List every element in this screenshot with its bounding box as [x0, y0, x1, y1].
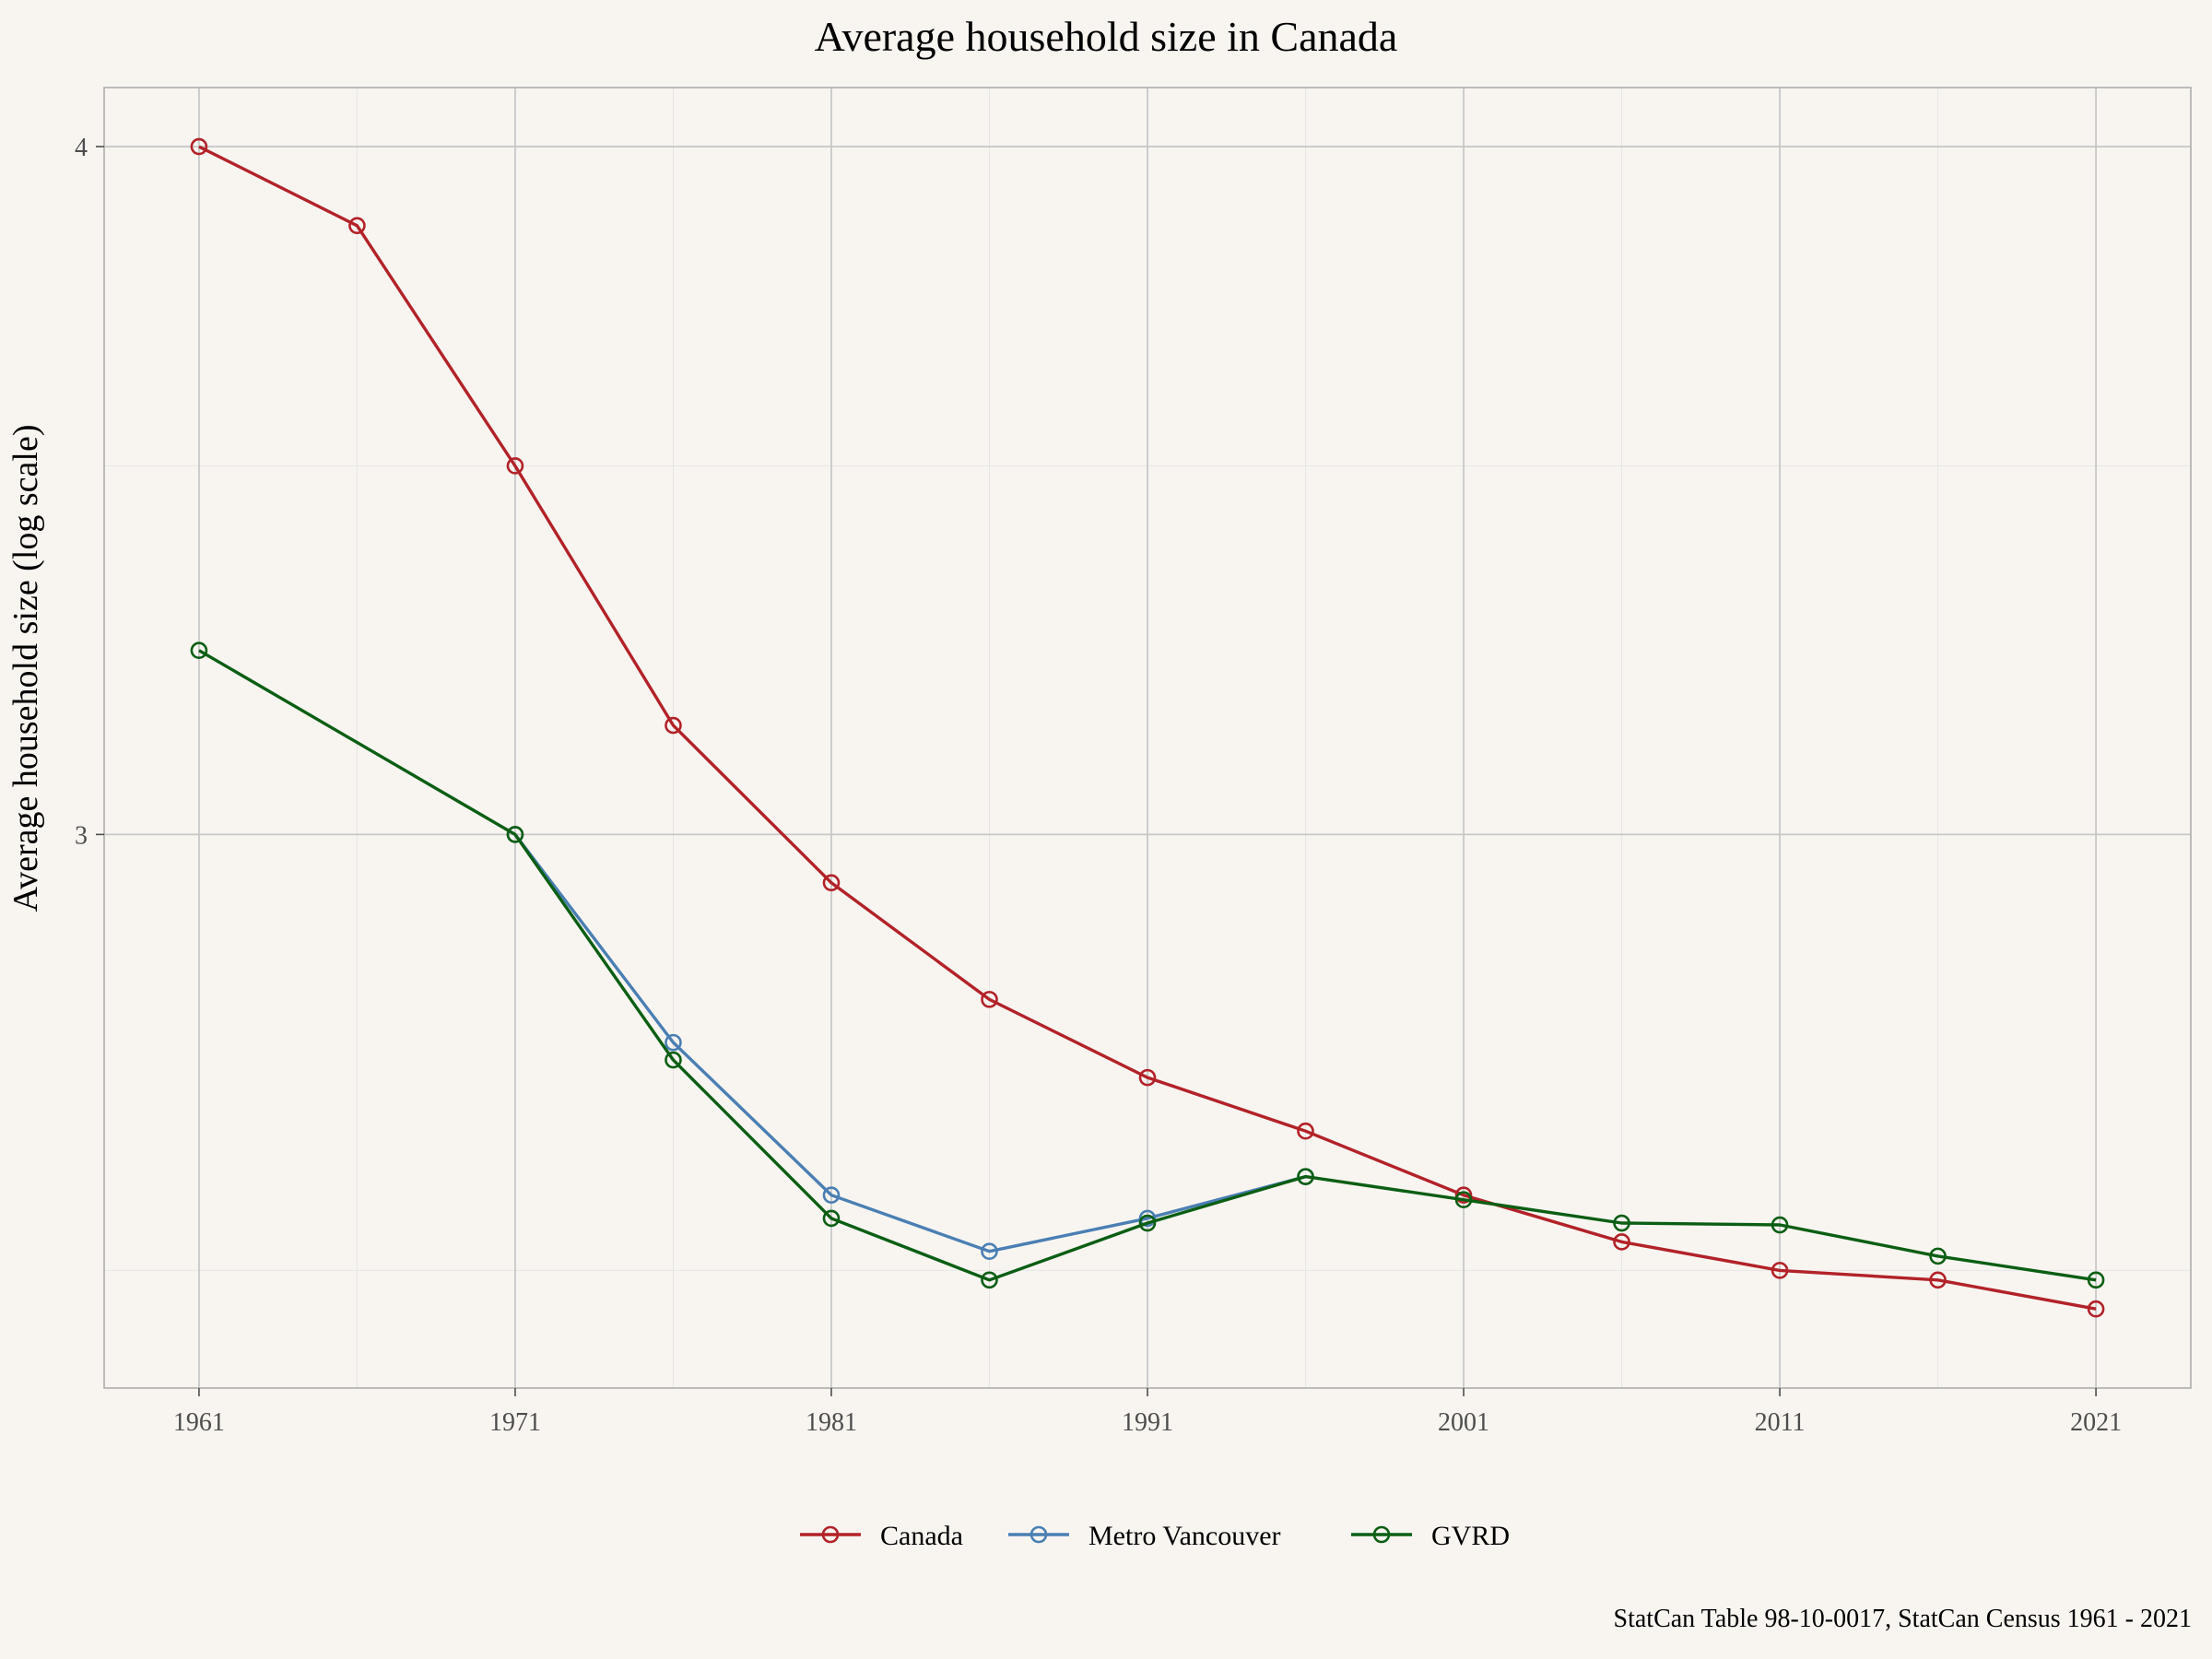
- data-point-canada: [1929, 1271, 1947, 1289]
- data-point-gvrd: [1613, 1214, 1630, 1232]
- data-point-gvrd: [1297, 1168, 1314, 1185]
- data-point-gvrd: [1929, 1247, 1947, 1265]
- x-tick-label: 2011: [1755, 1408, 1806, 1437]
- data-point-canada: [348, 217, 366, 235]
- legend-label: GVRD: [1431, 1521, 1510, 1551]
- legend-label: Metro Vancouver: [1088, 1521, 1281, 1551]
- data-point-canada: [822, 874, 841, 892]
- series-line-metro-vancouver: [513, 833, 1306, 1253]
- data-point-canada: [1613, 1233, 1630, 1251]
- data-point-canada: [190, 137, 208, 156]
- chart-title: Average household size in Canada: [815, 13, 1398, 60]
- series-line-gvrd: [198, 649, 2097, 1282]
- data-point-gvrd: [1771, 1216, 1789, 1234]
- data-point-canada: [1297, 1122, 1314, 1140]
- data-point-gvrd: [2087, 1271, 2105, 1289]
- x-tick-label: 2021: [2070, 1408, 2122, 1437]
- x-tick-label: 1991: [1122, 1408, 1173, 1437]
- legend-item-gvrd: GVRD: [1351, 1521, 1510, 1551]
- data-point-metro-vancouver: [665, 1033, 682, 1052]
- data-point-gvrd: [1138, 1214, 1157, 1232]
- data-point-canada: [665, 716, 682, 735]
- y-axis-label: Average household size (log scale): [6, 425, 45, 912]
- data-point-canada: [1454, 1186, 1473, 1204]
- legend-key-point: [821, 1525, 840, 1544]
- data-point-metro-vancouver: [1138, 1209, 1157, 1228]
- data-point-gvrd: [506, 826, 524, 843]
- y-axis: 34: [75, 134, 104, 850]
- x-tick-label: 2001: [1438, 1408, 1489, 1437]
- data-point-canada: [981, 991, 998, 1008]
- x-axis: 1961 1971 1981 1991 2001 2011 2021: [173, 1388, 2122, 1437]
- data-point-canada: [1771, 1262, 1789, 1279]
- series-line-canada: [198, 145, 2097, 1311]
- data-point-metro-vancouver: [981, 1242, 998, 1261]
- y-tick-label: 3: [75, 821, 88, 850]
- legend-key-point: [1030, 1525, 1048, 1544]
- data-point-metro-vancouver: [822, 1186, 841, 1204]
- x-tick-label: 1961: [173, 1408, 225, 1437]
- legend: Canada Metro Vancouver GVRD: [800, 1521, 1510, 1551]
- series-metro-vancouver: [506, 826, 1314, 1261]
- major-gridlines: [104, 88, 2191, 1388]
- legend-item-canada: Canada: [800, 1521, 963, 1551]
- data-point-gvrd: [822, 1209, 841, 1228]
- series-canada: [190, 137, 2105, 1318]
- caption: StatCan Table 98-10-0017, StatCan Census…: [1614, 1605, 2192, 1633]
- data-point-canada: [1138, 1068, 1157, 1087]
- data-point-gvrd: [190, 641, 208, 660]
- data-point-canada: [506, 457, 524, 475]
- data-point-gvrd: [665, 1051, 682, 1069]
- legend-key-point: [1372, 1525, 1391, 1544]
- data-point-gvrd: [1454, 1191, 1473, 1209]
- data-point-canada: [2087, 1300, 2105, 1318]
- x-tick-label: 1971: [489, 1408, 541, 1437]
- series-layer: [190, 137, 2105, 1318]
- y-tick-label: 4: [75, 134, 88, 162]
- series-gvrd: [190, 641, 2105, 1289]
- legend-item-metro-vancouver: Metro Vancouver: [1008, 1521, 1281, 1551]
- data-point-gvrd: [981, 1271, 998, 1289]
- legend-label: Canada: [880, 1521, 963, 1551]
- x-tick-label: 1981: [806, 1408, 857, 1437]
